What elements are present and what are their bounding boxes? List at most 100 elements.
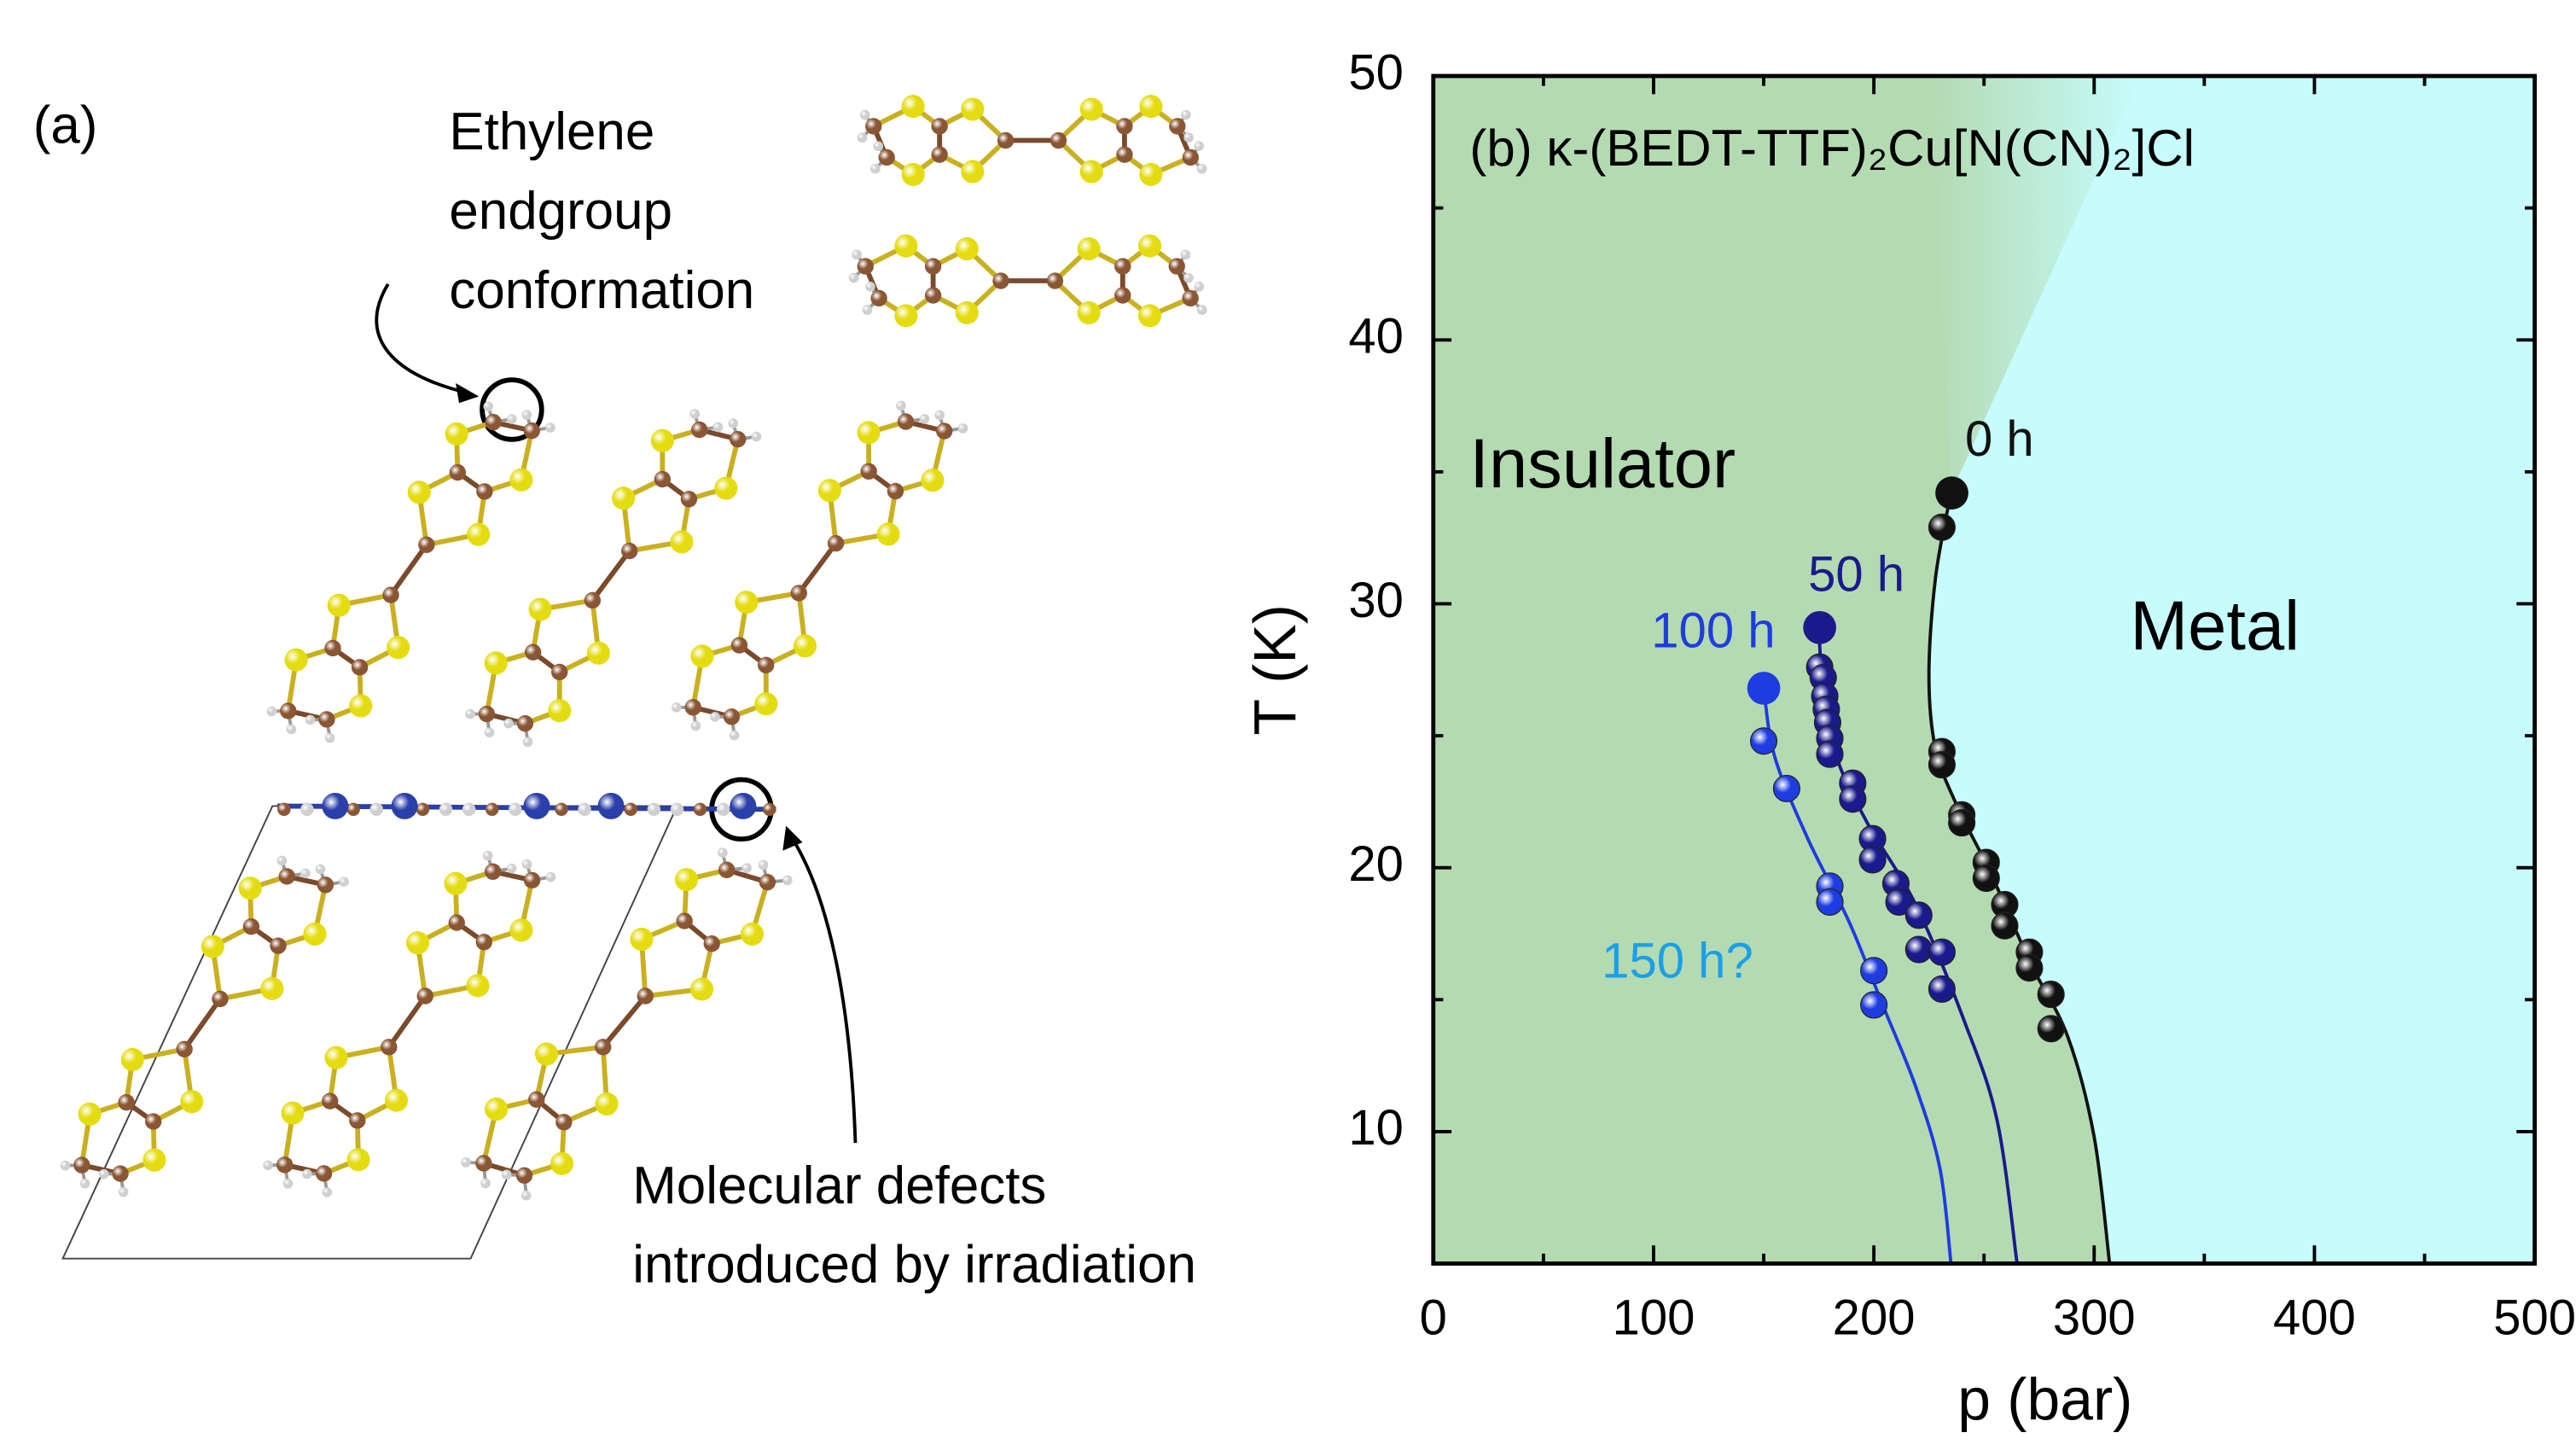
atom bbox=[98, 1168, 109, 1179]
arrow bbox=[791, 838, 858, 1144]
atom bbox=[280, 702, 297, 719]
atom bbox=[1079, 97, 1103, 121]
y-axis-label: T (K) bbox=[1241, 604, 1308, 735]
atom bbox=[790, 585, 807, 602]
atom bbox=[676, 912, 693, 929]
atom bbox=[448, 914, 465, 931]
atom bbox=[551, 663, 568, 681]
atom bbox=[407, 480, 431, 504]
data-point bbox=[1816, 888, 1844, 916]
atom bbox=[339, 877, 349, 888]
atom bbox=[691, 421, 708, 439]
atom bbox=[730, 431, 747, 448]
annotation-line: endgroup bbox=[449, 182, 672, 241]
atom bbox=[1194, 282, 1205, 292]
atom bbox=[484, 651, 508, 675]
atom bbox=[1168, 258, 1185, 275]
atom bbox=[870, 163, 881, 174]
atom bbox=[286, 724, 297, 735]
atom bbox=[349, 1112, 366, 1129]
atom bbox=[857, 258, 874, 275]
atom bbox=[690, 720, 701, 731]
atom bbox=[1169, 118, 1186, 135]
atom bbox=[894, 304, 918, 328]
atom bbox=[957, 423, 968, 434]
atom bbox=[924, 287, 942, 304]
atom bbox=[654, 470, 672, 488]
atom bbox=[305, 714, 316, 725]
arrow bbox=[375, 282, 470, 395]
atom bbox=[817, 479, 841, 503]
atom bbox=[78, 1102, 102, 1126]
annotation-line: Molecular defects bbox=[632, 1156, 1046, 1215]
atom bbox=[465, 708, 475, 719]
atom bbox=[921, 469, 945, 492]
atom bbox=[1180, 109, 1191, 120]
atom bbox=[730, 637, 748, 654]
bond bbox=[601, 994, 648, 1049]
atom bbox=[317, 877, 334, 894]
atom bbox=[212, 990, 229, 1008]
x-tick-label: 400 bbox=[2273, 1290, 2356, 1346]
x-tick-label: 300 bbox=[2053, 1290, 2136, 1346]
atom bbox=[595, 1092, 619, 1116]
molecule bbox=[461, 847, 793, 1201]
atom bbox=[550, 1151, 574, 1175]
atom bbox=[680, 491, 698, 508]
atom bbox=[476, 483, 493, 500]
atom bbox=[729, 730, 740, 741]
atom bbox=[578, 802, 591, 817]
atom bbox=[484, 863, 502, 880]
atom bbox=[545, 871, 556, 882]
atom bbox=[759, 873, 776, 891]
atom bbox=[860, 463, 877, 480]
atom bbox=[754, 692, 778, 716]
region-label: Metal bbox=[2130, 587, 2300, 665]
data-point bbox=[1860, 991, 1888, 1019]
data-point bbox=[1904, 935, 1933, 964]
atom bbox=[741, 863, 753, 873]
atom bbox=[670, 802, 684, 817]
atom bbox=[462, 802, 476, 817]
atom bbox=[385, 1088, 409, 1112]
data-point bbox=[1935, 476, 1968, 510]
molecule bbox=[672, 400, 968, 741]
atom bbox=[1196, 305, 1207, 315]
atom bbox=[862, 305, 873, 315]
atom bbox=[349, 694, 373, 718]
atom bbox=[260, 976, 284, 1000]
data-point bbox=[1972, 864, 2000, 893]
y-tick-label: 10 bbox=[1348, 1100, 1404, 1156]
atom bbox=[449, 463, 467, 481]
atom bbox=[545, 422, 555, 433]
x-tick-label: 0 bbox=[1420, 1290, 1447, 1346]
atom bbox=[466, 974, 490, 998]
atom bbox=[793, 634, 817, 658]
bond bbox=[182, 997, 223, 1051]
atom bbox=[315, 864, 326, 875]
atom bbox=[522, 737, 533, 748]
defect-layer bbox=[277, 792, 776, 819]
atom bbox=[322, 1187, 333, 1197]
atom bbox=[382, 586, 399, 603]
data-point bbox=[2037, 981, 2065, 1009]
atom bbox=[870, 289, 887, 307]
atom bbox=[865, 282, 875, 292]
atom bbox=[444, 871, 468, 895]
atom bbox=[276, 1156, 294, 1174]
atom bbox=[180, 1090, 204, 1114]
atom bbox=[509, 802, 522, 817]
atom bbox=[624, 802, 638, 817]
atom bbox=[276, 855, 288, 866]
atom bbox=[1077, 300, 1101, 325]
atom bbox=[1196, 163, 1207, 174]
atom bbox=[728, 418, 739, 428]
atom bbox=[416, 987, 433, 1005]
atom bbox=[475, 934, 492, 951]
atom bbox=[1182, 149, 1199, 166]
atom bbox=[478, 705, 496, 723]
atom bbox=[506, 863, 517, 874]
atom bbox=[703, 935, 720, 952]
atom bbox=[523, 792, 550, 819]
